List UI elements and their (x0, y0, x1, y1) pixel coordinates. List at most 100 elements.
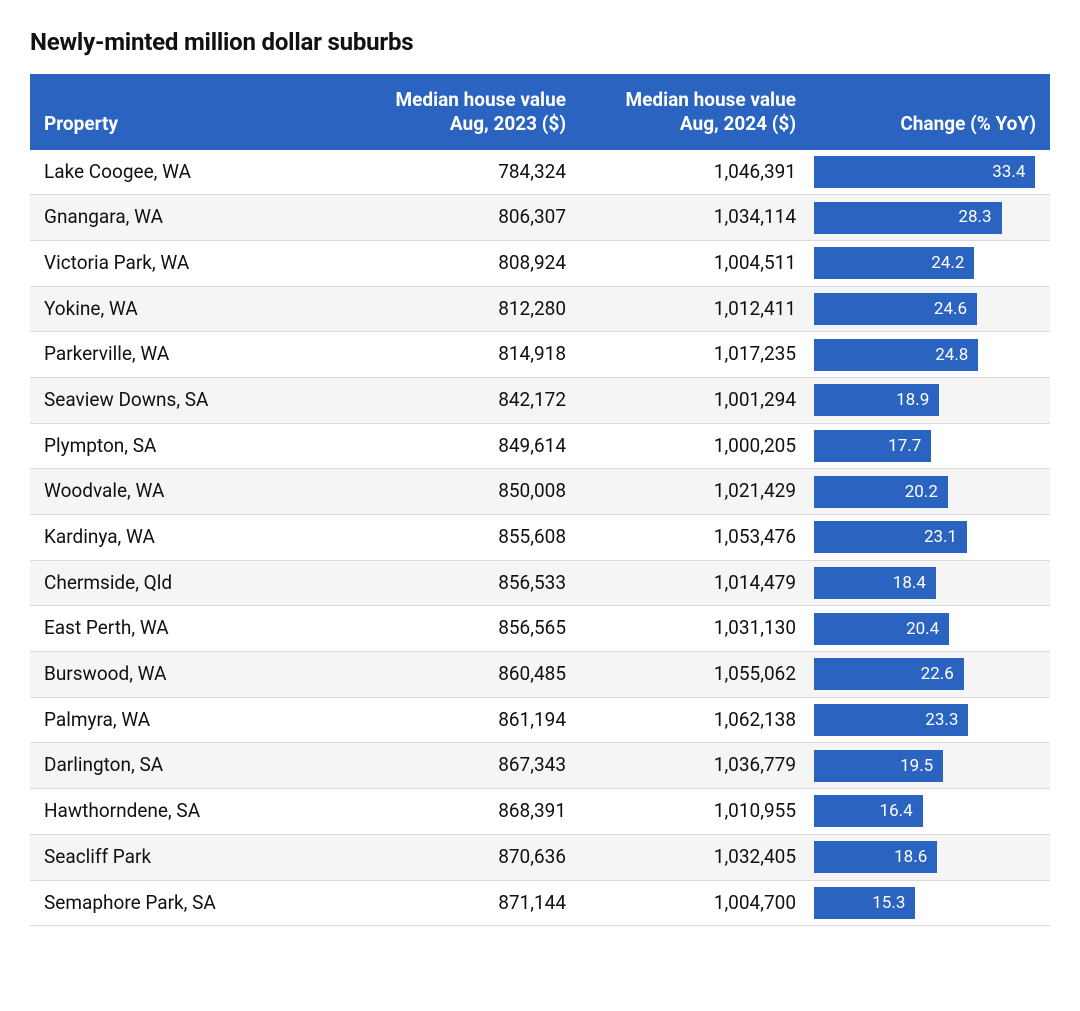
change-bar-wrap: 23.1 (814, 521, 1046, 553)
cell-value-2023: 814,918 (350, 332, 580, 378)
change-bar-label: 20.4 (906, 618, 939, 640)
change-bar-label: 23.3 (925, 709, 958, 731)
cell-value-2023: 808,924 (350, 240, 580, 286)
cell-change: 28.3 (810, 195, 1050, 241)
change-bar-wrap: 18.6 (814, 841, 1046, 873)
change-bar-wrap: 15.3 (814, 887, 1046, 919)
change-bar: 18.6 (814, 841, 937, 873)
cell-change: 15.3 (810, 880, 1050, 926)
change-bar-label: 28.3 (958, 206, 991, 228)
change-bar-label: 24.6 (934, 298, 967, 320)
change-bar: 24.6 (814, 293, 977, 325)
table-body: Lake Coogee, WA784,3241,046,39133.4Gnang… (30, 150, 1050, 926)
cell-value-2023: 849,614 (350, 423, 580, 469)
cell-change: 22.6 (810, 652, 1050, 698)
change-bar: 24.8 (814, 339, 978, 371)
cell-value-2023: 860,485 (350, 652, 580, 698)
change-bar: 33.4 (814, 156, 1035, 188)
table-row: Yokine, WA812,2801,012,411 24.6 (30, 286, 1050, 332)
change-bar-label: 24.8 (935, 344, 968, 366)
cell-value-2024: 1,046,391 (580, 150, 810, 195)
cell-value-2023: 784,324 (350, 150, 580, 195)
table-row: Plympton, SA849,6141,000,20517.7 (30, 423, 1050, 469)
cell-property: Yokine, WA (30, 286, 350, 332)
cell-value-2023: 861,194 (350, 697, 580, 743)
change-bar-wrap: 16.4 (814, 795, 1046, 827)
cell-change: 19.5 (810, 743, 1050, 789)
cell-value-2023: 856,533 (350, 560, 580, 606)
change-bar-label: 22.6 (921, 663, 954, 685)
table-row: Lake Coogee, WA784,3241,046,39133.4 (30, 150, 1050, 195)
change-bar: 18.9 (814, 384, 939, 416)
cell-property: Semaphore Park, SA (30, 880, 350, 926)
change-bar-label: 18.4 (893, 572, 926, 594)
change-bar-label: 16.4 (880, 800, 913, 822)
change-bar: 22.6 (814, 658, 964, 690)
cell-value-2024: 1,014,479 (580, 560, 810, 606)
change-bar-label: 18.9 (896, 389, 929, 411)
cell-property: Seaview Downs, SA (30, 377, 350, 423)
page: Newly-minted million dollar suburbs Prop… (0, 0, 1080, 946)
change-bar-wrap: 24.8 (814, 339, 1046, 371)
cell-value-2023: 850,008 (350, 469, 580, 515)
cell-change: 20.2 (810, 469, 1050, 515)
change-bar-label: 15.3 (872, 892, 905, 914)
cell-value-2024: 1,012,411 (580, 286, 810, 332)
table-row: Palmyra, WA861,1941,062,138 23.3 (30, 697, 1050, 743)
change-bar: 18.4 (814, 567, 936, 599)
cell-value-2023: 812,280 (350, 286, 580, 332)
cell-property: Hawthorndene, SA (30, 789, 350, 835)
change-bar-wrap: 17.7 (814, 430, 1046, 462)
cell-property: Palmyra, WA (30, 697, 350, 743)
cell-value-2023: 868,391 (350, 789, 580, 835)
change-bar: 23.1 (814, 521, 967, 553)
cell-change: 16.4 (810, 789, 1050, 835)
suburbs-table: Property Median house value Aug, 2023 ($… (30, 74, 1050, 926)
cell-value-2023: 855,608 (350, 515, 580, 561)
table-row: Victoria Park, WA808,9241,004,511 24.2 (30, 240, 1050, 286)
cell-value-2024: 1,031,130 (580, 606, 810, 652)
cell-change: 18.6 (810, 834, 1050, 880)
change-bar-wrap: 22.6 (814, 658, 1046, 690)
change-bar-label: 19.5 (900, 755, 933, 777)
cell-value-2024: 1,032,405 (580, 834, 810, 880)
cell-value-2023: 806,307 (350, 195, 580, 241)
change-bar-wrap: 33.4 (814, 156, 1046, 188)
change-bar: 20.4 (814, 613, 949, 645)
cell-value-2023: 867,343 (350, 743, 580, 789)
change-bar-label: 20.2 (905, 481, 938, 503)
table-row: Darlington, SA867,3431,036,77919.5 (30, 743, 1050, 789)
table-row: Semaphore Park, SA871,1441,004,70015.3 (30, 880, 1050, 926)
cell-change: 33.4 (810, 150, 1050, 195)
change-bar: 16.4 (814, 795, 923, 827)
table-row: Kardinya, WA855,6081,053,47623.1 (30, 515, 1050, 561)
cell-value-2024: 1,017,235 (580, 332, 810, 378)
cell-property: East Perth, WA (30, 606, 350, 652)
table-row: Hawthorndene, SA868,3911,010,95516.4 (30, 789, 1050, 835)
cell-change: 24.8 (810, 332, 1050, 378)
table-row: Chermside, Qld856,5331,014,479 18.4 (30, 560, 1050, 606)
cell-property: Gnangara, WA (30, 195, 350, 241)
cell-value-2024: 1,004,511 (580, 240, 810, 286)
cell-value-2024: 1,055,062 (580, 652, 810, 698)
cell-property: Victoria Park, WA (30, 240, 350, 286)
cell-change: 17.7 (810, 423, 1050, 469)
cell-value-2023: 842,172 (350, 377, 580, 423)
change-bar-label: 18.6 (894, 846, 927, 868)
cell-value-2024: 1,062,138 (580, 697, 810, 743)
cell-property: Parkerville, WA (30, 332, 350, 378)
change-bar-label: 24.2 (931, 252, 964, 274)
cell-property: Chermside, Qld (30, 560, 350, 606)
col-header-2023: Median house value Aug, 2023 ($) (350, 74, 580, 150)
change-bar-wrap: 20.2 (814, 476, 1046, 508)
cell-property: Kardinya, WA (30, 515, 350, 561)
table-row: Gnangara, WA806,3071,034,11428.3 (30, 195, 1050, 241)
cell-value-2023: 871,144 (350, 880, 580, 926)
change-bar: 24.2 (814, 247, 974, 279)
cell-change: 23.3 (810, 697, 1050, 743)
cell-change: 24.6 (810, 286, 1050, 332)
change-bar-wrap: 28.3 (814, 202, 1046, 234)
change-bar-wrap: 18.9 (814, 384, 1046, 416)
change-bar-label: 33.4 (992, 161, 1025, 183)
cell-value-2024: 1,021,429 (580, 469, 810, 515)
